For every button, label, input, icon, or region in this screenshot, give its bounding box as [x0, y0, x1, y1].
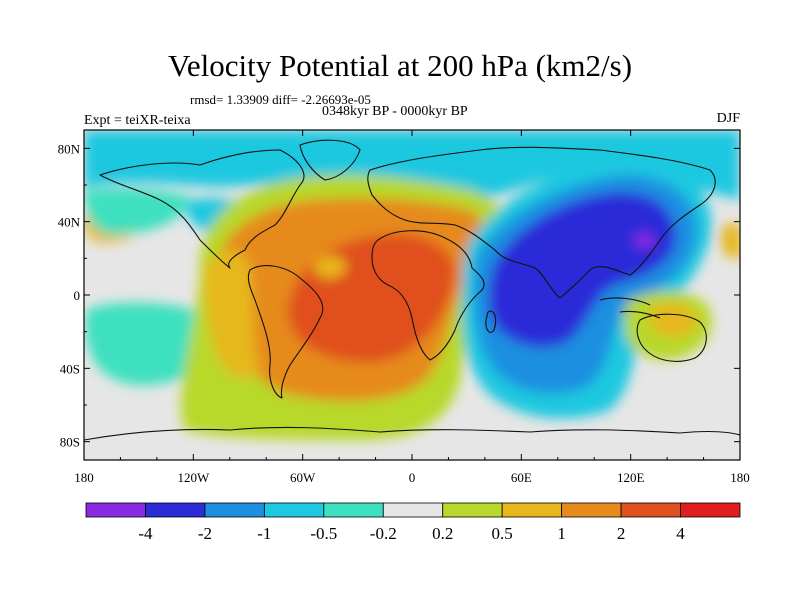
- colorbar-label: -0.2: [370, 524, 397, 543]
- colorbar-label: 2: [617, 524, 626, 543]
- field-cyan-north: [84, 130, 740, 202]
- colorbar-label: 0.2: [432, 524, 453, 543]
- coast-eurasia: [367, 146, 716, 299]
- colorbar-label: 1: [557, 524, 566, 543]
- page-title: Velocity Potential at 200 hPa (km2/s): [167, 48, 633, 83]
- coast-greenland: [299, 139, 361, 181]
- field-gold-australia: [649, 303, 698, 338]
- colorbar-swatch: [561, 502, 622, 518]
- colorbar-swatch: [85, 502, 146, 518]
- lat-tick-label: 80N: [58, 141, 81, 156]
- colorbar-swatch: [442, 502, 503, 518]
- field-gold-west: [204, 250, 260, 379]
- coastlines: [84, 139, 740, 441]
- field-purple-spot: [634, 232, 655, 248]
- colorbar-label: 0.5: [492, 524, 513, 543]
- coast-indonesia: [599, 297, 661, 319]
- colorbar-swatch: [263, 502, 325, 518]
- colorbar-label: -1: [257, 524, 271, 543]
- colorbar-swatch: [204, 502, 265, 518]
- axis-ticks: 80N 40N 0 40S 80S 180 120W 60W 0 60E 120E 180: [58, 130, 750, 485]
- colorbar-swatch: [382, 502, 444, 518]
- coast-australia: [636, 313, 707, 362]
- colorbar-swatch: [145, 502, 206, 518]
- coast-south-america: [247, 265, 324, 399]
- coast-madagascar: [485, 310, 497, 333]
- field-gold-far-east: [720, 223, 740, 259]
- field-blue-core: [488, 192, 676, 348]
- lon-tick-label: 60W: [290, 470, 316, 485]
- colorbar-swatch: [620, 502, 681, 518]
- lat-tick-label: 0: [74, 288, 81, 303]
- lon-tick-label: 180: [730, 470, 750, 485]
- colorbar-label: -2: [198, 524, 212, 543]
- colorbar-swatch: [323, 502, 384, 518]
- experiment-label: Expt = teiXR-teixa: [84, 113, 191, 128]
- field-cyan-southern: [84, 187, 190, 235]
- lon-tick-label: 120W: [177, 470, 210, 485]
- rmsd-line: rmsd= 1.33909 diff= -2.26693e-05: [190, 92, 371, 107]
- season-label: DJF: [716, 111, 740, 126]
- colorbar-swatch: [680, 502, 741, 518]
- colorbar-label: -0.5: [310, 524, 337, 543]
- coast-africa: [371, 230, 485, 361]
- coast-north-america: [99, 149, 305, 269]
- lon-tick-label: 0: [409, 470, 416, 485]
- lat-tick-label: 40N: [58, 215, 81, 230]
- coast-antarctica: [84, 426, 740, 441]
- colorbar: -4 -2 -1 -0.5 -0.2 0.2 0.5 1 2 4: [85, 502, 741, 543]
- lon-tick-label: 60E: [511, 470, 532, 485]
- lon-tick-label: 120E: [617, 470, 645, 485]
- lat-tick-label: 80S: [60, 435, 80, 450]
- field-gold-spot: [313, 256, 347, 279]
- colorbar-label: -4: [138, 524, 153, 543]
- lon-tick-label: 180: [74, 470, 94, 485]
- colorbar-swatch: [501, 502, 563, 518]
- lat-tick-label: 40S: [60, 361, 80, 376]
- field-layer: [84, 130, 740, 460]
- period-label: 0348kyr BP - 0000kyr BP: [322, 104, 468, 119]
- colorbar-label: 4: [676, 524, 685, 543]
